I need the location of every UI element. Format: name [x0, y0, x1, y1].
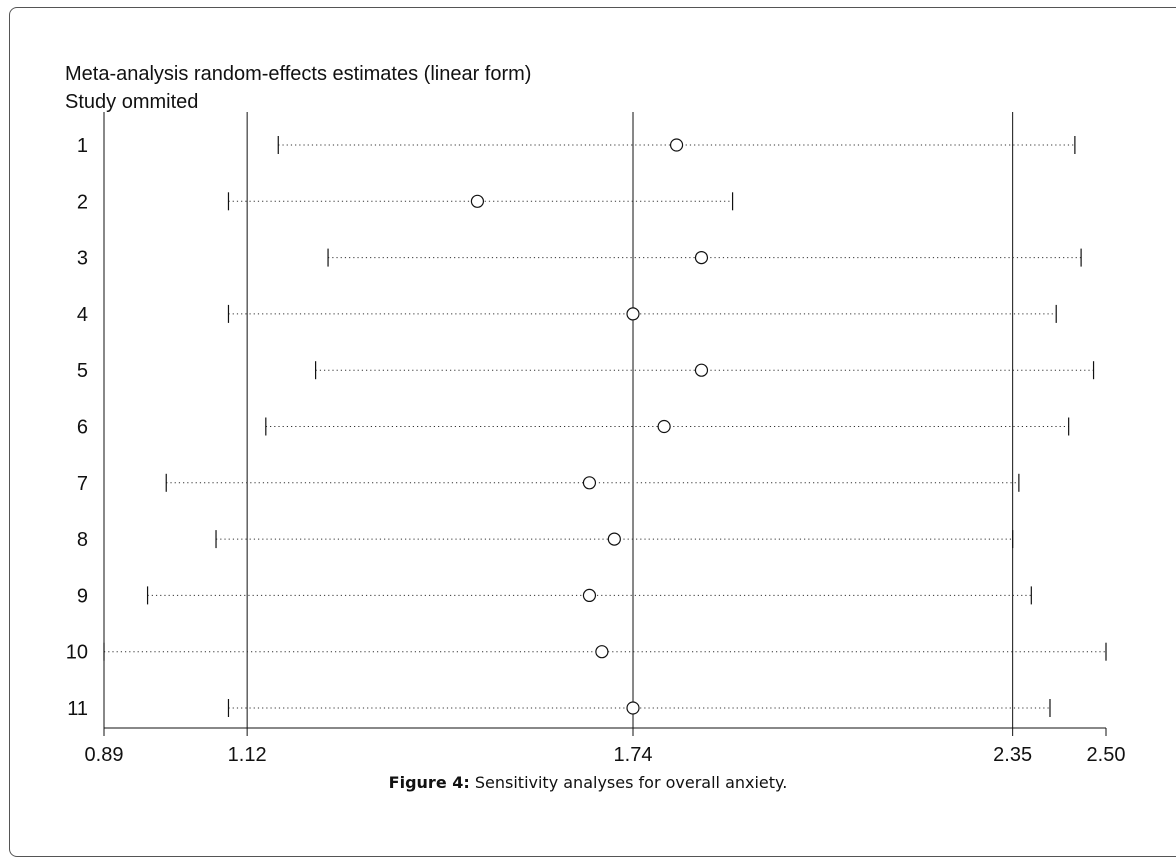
estimate-point-6: [657, 419, 671, 434]
estimate-point-10: [595, 645, 609, 659]
estimate-point-9: [582, 588, 597, 603]
study-label-7: 7: [77, 473, 88, 495]
caption-text: Sensitivity analyses for overall anxiety…: [469, 773, 788, 792]
estimate-point-2: [470, 194, 485, 208]
x-tick-label-4: 2.35: [993, 744, 1032, 766]
chart-title: Meta-analysis random-effects estimates (…: [65, 63, 531, 85]
study-label-10: 10: [66, 642, 88, 664]
plot-area: 0.89 1.12 1.74 2.35 2.50 1 2 3 4 5 6 7 8 9 10 11: [66, 112, 1126, 766]
caption-label: Figure 4:: [388, 773, 470, 792]
x-tick-label-5: 2.50: [1087, 744, 1126, 766]
study-label-9: 9: [77, 585, 88, 607]
estimate-point-7: [582, 476, 597, 490]
x-tick-label-2: 1.12: [228, 744, 267, 766]
chart-subtitle: Study ommited: [65, 91, 198, 113]
x-tick-label-1: 0.89: [85, 744, 124, 766]
study-label-5: 5: [77, 360, 88, 382]
study-label-4: 4: [77, 304, 88, 326]
study-label-1: 1: [77, 135, 88, 157]
forest-plot: Meta-analysis random-effects estimates (…: [65, 63, 1126, 766]
estimate-point-4: [626, 307, 640, 321]
x-tick-label-3: 1.74: [614, 744, 653, 766]
study-label-11: 11: [67, 698, 88, 720]
estimate-point-1: [669, 138, 684, 152]
figure-caption: Figure 4: Sensitivity analyses for overa…: [0, 773, 1176, 792]
study-label-3: 3: [77, 248, 88, 270]
study-label-8: 8: [77, 529, 88, 551]
estimate-point-8: [607, 532, 621, 546]
study-label-6: 6: [77, 417, 88, 439]
estimate-point-3: [694, 251, 709, 265]
estimate-point-11: [626, 701, 640, 715]
estimate-point-5: [694, 363, 709, 377]
study-label-2: 2: [77, 191, 88, 213]
